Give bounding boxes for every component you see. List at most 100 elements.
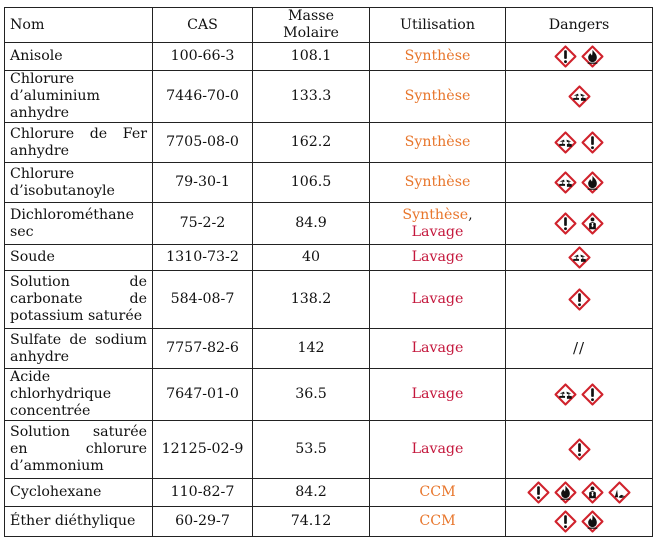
cell-nom: Éther diéthylique bbox=[4, 506, 153, 537]
chemicals-table: Nom CAS Masse Molaire Utilisation Danger… bbox=[4, 7, 653, 537]
table-row: Acide chlorhydrique concentrée 7647-01-0 3… bbox=[4, 368, 653, 421]
table-row: Soude 1310-73-2 40 Lavage bbox=[4, 244, 653, 271]
table-row: Chlorure de Fer anhydre 7705-08-0 162.2 Syn… bbox=[4, 122, 653, 163]
table-body: Anisole 100-66-3 108.1 Synthèse Chlorure d’a… bbox=[4, 42, 653, 537]
cell-dangers bbox=[505, 244, 653, 271]
cell-utilisation: Synthèse bbox=[369, 122, 506, 163]
cell-cas: 7705-08-0 bbox=[152, 122, 253, 163]
cell-nom: Soude bbox=[4, 244, 153, 271]
use-label: Lavage bbox=[411, 291, 464, 307]
cell-dangers bbox=[505, 420, 653, 479]
cell-masse-molaire: 84.2 bbox=[252, 478, 370, 507]
cell-masse-molaire: 84.9 bbox=[252, 202, 370, 245]
cell-cas: 79-30-1 bbox=[152, 162, 253, 203]
cell-dangers bbox=[505, 162, 653, 203]
use-label: Lavage bbox=[411, 441, 464, 457]
use-label: Lavage bbox=[411, 249, 464, 265]
flame-icon bbox=[581, 171, 604, 194]
cell-masse-molaire: 108.1 bbox=[252, 42, 370, 71]
cell-nom: Solution saturée en chlorure d’ammonium bbox=[4, 420, 153, 479]
cell-masse-molaire: 40 bbox=[252, 244, 370, 271]
flame-icon bbox=[581, 510, 604, 533]
cell-masse-molaire: 106.5 bbox=[252, 162, 370, 203]
cell-cas: 584-08-7 bbox=[152, 270, 253, 329]
table-row: Solution saturée en chlorure d’ammonium 1… bbox=[4, 420, 653, 479]
cell-dangers bbox=[505, 368, 653, 421]
table-row: Chlorure d’isobutanoyle 79-30-1 106.5 Synth… bbox=[4, 162, 653, 203]
cell-masse-molaire: 133.3 bbox=[252, 70, 370, 123]
cell-utilisation: Lavage bbox=[369, 420, 506, 479]
use-label: Synthèse bbox=[404, 48, 471, 64]
use-separator: , bbox=[468, 206, 473, 223]
cell-nom: Dichlorométhane sec bbox=[4, 202, 153, 245]
cell-nom: Cyclohexane bbox=[4, 478, 153, 507]
header-masse: Masse Molaire bbox=[252, 7, 370, 43]
cell-masse-molaire: 162.2 bbox=[252, 122, 370, 163]
table-row: Cyclohexane 110-82-7 84.2 CCM bbox=[4, 478, 653, 507]
cell-cas: 75-2-2 bbox=[152, 202, 253, 245]
cell-utilisation: Synthèse bbox=[369, 42, 506, 71]
cell-cas: 1310-73-2 bbox=[152, 244, 253, 271]
cell-cas: 12125-02-9 bbox=[152, 420, 253, 479]
cell-utilisation: Lavage bbox=[369, 368, 506, 421]
cell-dangers bbox=[505, 270, 653, 329]
header-utilisation: Utilisation bbox=[369, 7, 506, 43]
cell-nom: Chlorure d’isobutanoyle bbox=[4, 162, 153, 203]
table-row: Dichlorométhane sec 75-2-2 84.9 Synthèse, L… bbox=[4, 202, 653, 245]
corrosion-icon bbox=[554, 383, 577, 406]
use-label: Synthèse bbox=[404, 88, 471, 104]
exclamation-icon bbox=[554, 212, 577, 235]
cell-nom: Anisole bbox=[4, 42, 153, 71]
use-label: Synthèse bbox=[404, 134, 471, 150]
cell-nom: Sulfate de sodium anhydre bbox=[4, 328, 153, 369]
table-row: Solution de carbonate de potassium satur… bbox=[4, 270, 653, 329]
cell-utilisation: Lavage bbox=[369, 244, 506, 271]
cell-nom: Acide chlorhydrique concentrée bbox=[4, 368, 153, 421]
cell-masse-molaire: 36.5 bbox=[252, 368, 370, 421]
cell-masse-molaire: 142 bbox=[252, 328, 370, 369]
exclamation-icon bbox=[554, 45, 577, 68]
corrosion-icon bbox=[567, 246, 591, 269]
health-hazard-icon bbox=[581, 481, 604, 504]
cell-dangers: // bbox=[505, 328, 653, 369]
exclamation-icon bbox=[581, 131, 604, 154]
header-nom: Nom bbox=[4, 7, 153, 43]
cell-masse-molaire: 74.12 bbox=[252, 506, 370, 537]
cell-cas: 7446-70-0 bbox=[152, 70, 253, 123]
cell-utilisation: Lavage bbox=[369, 270, 506, 329]
table-row: Sulfate de sodium anhydre 7757-82-6 142 Lav… bbox=[4, 328, 653, 369]
cell-dangers bbox=[505, 202, 653, 245]
cell-cas: 110-82-7 bbox=[152, 478, 253, 507]
environment-icon bbox=[608, 481, 631, 504]
header-dangers: Dangers bbox=[505, 7, 653, 43]
use-label: Lavage bbox=[411, 340, 464, 356]
use-label: Synthèse bbox=[402, 206, 469, 223]
exclamation-icon bbox=[567, 288, 591, 311]
cell-utilisation: Lavage bbox=[369, 328, 506, 369]
cell-dangers bbox=[505, 506, 653, 537]
corrosion-icon bbox=[567, 85, 591, 108]
cell-utilisation: Synthèse bbox=[369, 70, 506, 123]
cell-utilisation: Synthèse bbox=[369, 162, 506, 203]
no-danger-text: // bbox=[572, 338, 586, 357]
exclamation-icon bbox=[581, 383, 604, 406]
flame-icon bbox=[554, 481, 577, 504]
cell-cas: 60-29-7 bbox=[152, 506, 253, 537]
cell-masse-molaire: 53.5 bbox=[252, 420, 370, 479]
flame-icon bbox=[581, 45, 604, 68]
cell-cas: 7757-82-6 bbox=[152, 328, 253, 369]
corrosion-icon bbox=[554, 131, 577, 154]
header-cas: CAS bbox=[152, 7, 253, 43]
use-label: CCM bbox=[419, 484, 456, 500]
use-label: Lavage bbox=[411, 223, 464, 240]
use-label: Lavage bbox=[411, 386, 464, 402]
cell-nom: Solution de carbonate de potassium satur… bbox=[4, 270, 153, 329]
health-hazard-icon bbox=[581, 212, 604, 235]
cell-utilisation: CCM bbox=[369, 478, 506, 507]
cell-nom: Chlorure de Fer anhydre bbox=[4, 122, 153, 163]
exclamation-icon bbox=[527, 481, 550, 504]
table-row: Éther diéthylique 60-29-7 74.12 CCM bbox=[4, 506, 653, 537]
use-label: CCM bbox=[419, 513, 456, 529]
use-label: Synthèse bbox=[404, 174, 471, 190]
cell-utilisation: Synthèse, Lavage bbox=[369, 202, 506, 245]
